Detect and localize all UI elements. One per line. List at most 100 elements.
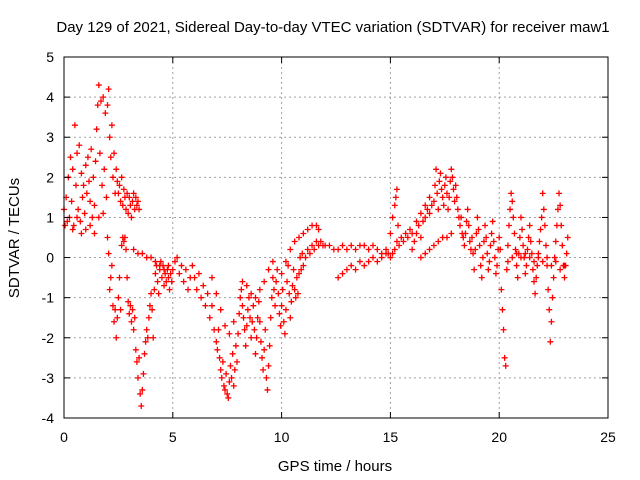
data-point xyxy=(426,194,433,201)
data-point xyxy=(64,218,71,225)
data-point xyxy=(541,222,548,229)
data-point xyxy=(161,282,168,289)
data-point xyxy=(91,230,98,237)
data-point xyxy=(152,270,159,277)
data-point xyxy=(123,246,130,253)
data-point xyxy=(548,318,555,325)
data-point xyxy=(300,230,307,237)
data-point xyxy=(422,250,429,257)
data-point xyxy=(248,290,255,297)
data-point xyxy=(453,194,460,201)
data-point xyxy=(180,278,187,285)
data-point xyxy=(438,186,445,193)
data-point xyxy=(297,254,304,261)
data-point xyxy=(145,314,152,321)
data-point xyxy=(292,294,299,301)
data-point xyxy=(150,334,157,341)
data-point xyxy=(117,306,124,313)
data-point xyxy=(387,230,394,237)
data-point xyxy=(279,286,286,293)
data-point xyxy=(439,194,446,201)
data-point xyxy=(106,286,113,293)
data-point xyxy=(77,218,84,225)
data-point xyxy=(442,174,449,181)
data-point xyxy=(422,214,429,221)
data-point xyxy=(519,226,526,233)
data-point xyxy=(204,290,211,297)
data-point xyxy=(276,310,283,317)
data-point xyxy=(230,318,237,325)
data-point xyxy=(144,334,151,341)
data-point xyxy=(165,262,172,269)
data-point xyxy=(304,226,311,233)
data-point xyxy=(161,266,168,273)
data-point xyxy=(69,166,76,173)
data-point xyxy=(89,214,96,221)
data-point xyxy=(189,262,196,269)
data-point xyxy=(143,326,150,333)
data-point xyxy=(536,238,543,245)
data-point xyxy=(544,254,551,261)
data-point xyxy=(282,258,289,265)
data-point xyxy=(466,238,473,245)
data-point xyxy=(105,86,112,93)
data-point xyxy=(168,278,175,285)
data-point xyxy=(78,170,85,177)
data-point xyxy=(282,306,289,313)
data-point xyxy=(260,366,267,373)
data-point xyxy=(523,262,530,269)
data-point xyxy=(395,222,402,229)
data-point xyxy=(278,302,285,309)
y-tick-label: -4 xyxy=(42,410,55,426)
data-point xyxy=(369,254,376,261)
data-point xyxy=(488,230,495,237)
data-point xyxy=(127,302,134,309)
data-point xyxy=(106,134,113,141)
data-point xyxy=(97,98,104,105)
data-point xyxy=(99,182,106,189)
data-point xyxy=(131,314,138,321)
data-point xyxy=(339,242,346,249)
data-point xyxy=(232,342,239,349)
data-point xyxy=(478,274,485,281)
data-point xyxy=(136,354,143,361)
data-point xyxy=(446,194,453,201)
data-point xyxy=(526,254,533,261)
x-tick-label: 20 xyxy=(491,429,507,445)
data-point xyxy=(102,110,109,117)
y-tick-label: 2 xyxy=(46,169,54,185)
data-point xyxy=(296,270,303,277)
data-point xyxy=(108,262,115,269)
data-point xyxy=(548,262,555,269)
data-point xyxy=(239,302,246,309)
data-point xyxy=(315,226,322,233)
data-point xyxy=(226,330,233,337)
data-point xyxy=(525,234,532,241)
data-point xyxy=(132,194,139,201)
data-point xyxy=(437,170,444,177)
data-point xyxy=(496,234,503,241)
data-point xyxy=(556,190,563,197)
data-point xyxy=(200,282,207,289)
data-point xyxy=(193,286,200,293)
data-point xyxy=(409,230,416,237)
data-point xyxy=(287,314,294,321)
data-point xyxy=(527,238,534,245)
data-point xyxy=(443,190,450,197)
data-point xyxy=(475,226,482,233)
data-point xyxy=(239,278,246,285)
data-point xyxy=(74,214,81,221)
data-point xyxy=(231,366,238,373)
data-point xyxy=(561,274,568,281)
data-point xyxy=(155,290,162,297)
data-point xyxy=(452,182,459,189)
data-point xyxy=(526,222,533,229)
data-point xyxy=(550,274,557,281)
data-point xyxy=(137,390,144,397)
data-point xyxy=(80,182,87,189)
data-point xyxy=(294,290,301,297)
data-point xyxy=(115,294,122,301)
data-point xyxy=(502,362,509,369)
